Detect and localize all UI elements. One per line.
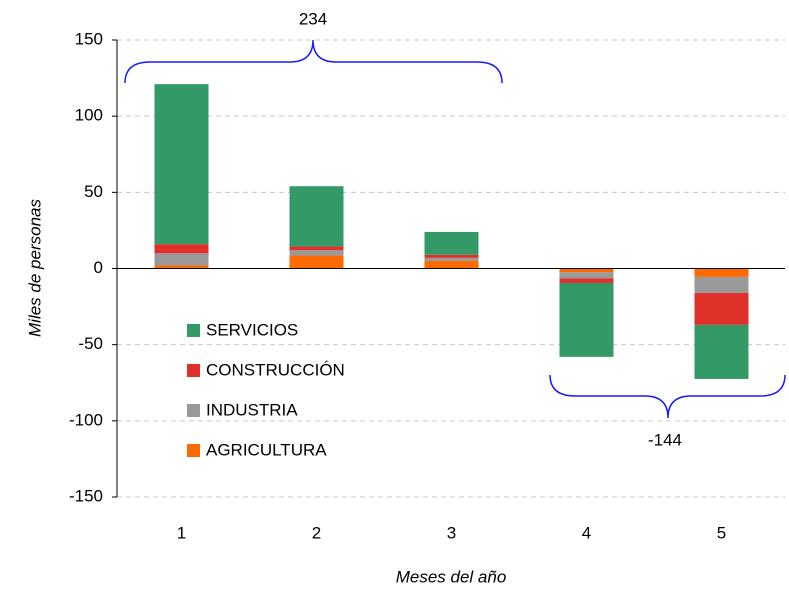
y-tick-label: 100 — [75, 106, 103, 125]
bar — [289, 255, 344, 269]
bar — [154, 84, 209, 245]
legend-label: AGRICULTURA — [206, 440, 327, 459]
y-tick-label: -50 — [78, 334, 103, 353]
bar — [559, 278, 614, 283]
bar — [424, 257, 479, 261]
bar — [559, 272, 614, 279]
bar — [559, 268, 614, 273]
legend-label: INDUSTRIA — [206, 400, 298, 419]
bar — [694, 268, 749, 277]
bar — [154, 253, 209, 266]
brace — [124, 39, 503, 84]
y-axis-label: Miles de personas — [25, 199, 44, 337]
bar — [694, 276, 749, 293]
bar — [289, 186, 344, 247]
brace — [549, 374, 786, 419]
bar — [694, 292, 749, 325]
y-tick-label: 0 — [94, 258, 103, 277]
bar — [424, 254, 479, 258]
legend-swatch — [187, 364, 200, 377]
legend-label: SERVICIOS — [206, 320, 298, 339]
x-axis-label: Meses del año — [396, 567, 507, 586]
y-tick-label: 50 — [84, 182, 103, 201]
bar — [289, 250, 344, 256]
annotation: -144 — [648, 430, 682, 449]
x-tick-label: 3 — [447, 523, 456, 542]
y-tick-label: -100 — [69, 410, 103, 429]
x-tick-label: 2 — [312, 523, 321, 542]
legend-swatch — [187, 444, 200, 457]
bar — [694, 324, 749, 379]
bar — [289, 246, 344, 251]
x-tick-label: 1 — [177, 523, 186, 542]
annotation: 234 — [299, 9, 327, 28]
x-tick-label: 4 — [582, 523, 591, 542]
bar — [559, 282, 614, 357]
bar — [424, 260, 479, 269]
y-tick-label: -150 — [69, 486, 103, 505]
legend-swatch — [187, 324, 200, 337]
y-tick-label: 150 — [75, 29, 103, 48]
legend-swatch — [187, 404, 200, 417]
legend-label: CONSTRUCCIÓN — [206, 360, 345, 379]
bar — [154, 244, 209, 254]
x-tick-label: 5 — [717, 523, 726, 542]
bar — [154, 265, 209, 269]
bar — [424, 231, 479, 255]
